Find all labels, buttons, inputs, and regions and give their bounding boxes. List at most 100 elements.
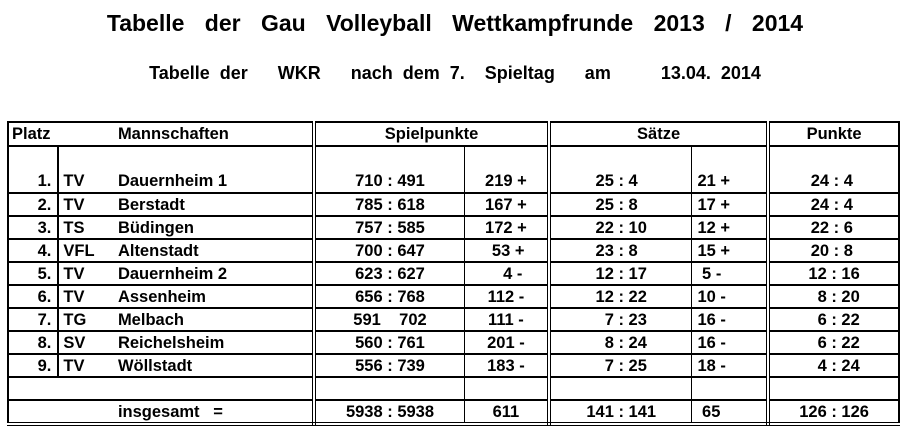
points-cell: 24 : 4 [768, 146, 899, 194]
club-type-cell: TS [58, 216, 115, 240]
points-cell: 24 : 4 [768, 193, 899, 217]
empty-cell [114, 377, 317, 401]
table-row: 9. TV Wöllstadt 556 : 739 183 - 7 : 25 18 - 4… [8, 354, 899, 378]
team-name-cell: Wöllstadt [114, 354, 317, 378]
sets-cell: 25 : 8 [548, 193, 692, 217]
game-points-cell: 560 : 761 [314, 331, 465, 355]
rank-cell: 9. [8, 354, 60, 378]
game-points-cell: 591 702 [314, 308, 465, 332]
rank-cell: 7. [8, 308, 60, 332]
empty-cell [548, 377, 692, 401]
club-type-cell: SV [58, 331, 115, 355]
table-row: 8. SV Reichelsheim 560 : 761 201 - 8 : 24 16 … [8, 331, 899, 355]
team-name-cell: Berstadt [114, 193, 317, 217]
sets-cell: 22 : 10 [548, 216, 692, 240]
points-cell: 6 : 22 [768, 308, 899, 332]
game-points-diff-cell: 183 - [463, 354, 551, 378]
sets-diff-cell: 5 - [691, 262, 771, 286]
total-label: insgesamt = [114, 400, 317, 426]
table-row: 1. TV Dauernheim 1 710 : 491 219 +25 : 4 21 … [8, 146, 899, 194]
total-blank [8, 400, 115, 426]
game-points-diff-cell: 201 - [463, 331, 551, 355]
points-cell: 22 : 6 [768, 216, 899, 240]
team-name-cell: Dauernheim 2 [114, 262, 317, 286]
table-row: 3. TS Büdingen 757 : 585 172 +22 : 10 12 +22 … [8, 216, 899, 240]
sets-cell: 25 : 4 [548, 146, 692, 194]
game-points-diff-cell: 112 - [463, 285, 551, 309]
points-cell: 8 : 20 [768, 285, 899, 309]
empty-cell [768, 377, 899, 401]
total-game-points-diff: 611 [463, 400, 551, 426]
game-points-cell: 656 : 768 [314, 285, 465, 309]
sets-diff-cell: 16 - [691, 331, 771, 355]
rank-cell: 1. [8, 146, 60, 194]
game-points-diff-cell: 219 + [463, 146, 551, 194]
sets-cell: 7 : 25 [548, 354, 692, 378]
header-punkte: Punkte [768, 122, 899, 147]
rank-cell: 3. [8, 216, 60, 240]
game-points-diff-cell: 167 + [463, 193, 551, 217]
sets-cell: 7 : 23 [548, 308, 692, 332]
header-platz: Platz [8, 122, 115, 147]
team-name-cell: Melbach [114, 308, 317, 332]
total-game-points: 5938 : 5938 [314, 400, 465, 426]
club-type-cell: TV [58, 354, 115, 378]
team-name-cell: Assenheim [114, 285, 317, 309]
club-type-cell: TG [58, 308, 115, 332]
empty-cell [691, 377, 771, 401]
club-type-cell: TV [58, 262, 115, 286]
team-name-cell: Dauernheim 1 [114, 146, 317, 194]
game-points-diff-cell: 111 - [463, 308, 551, 332]
sets-cell: 12 : 22 [548, 285, 692, 309]
page-subtitle: Tabelle der WKR nach dem 7. Spieltag am … [149, 63, 761, 83]
sets-diff-cell: 12 + [691, 216, 771, 240]
club-type-cell: TV [58, 146, 115, 194]
game-points-cell: 700 : 647 [314, 239, 465, 263]
sets-diff-cell: 16 - [691, 308, 771, 332]
sets-diff-cell: 18 - [691, 354, 771, 378]
points-cell: 6 : 22 [768, 331, 899, 355]
game-points-diff-cell: 172 + [463, 216, 551, 240]
empty-cell [314, 377, 465, 401]
empty-row [8, 377, 899, 401]
club-type-cell: TV [58, 285, 115, 309]
empty-cell [8, 377, 115, 401]
team-name-cell: Altenstadt [114, 239, 317, 263]
table-row: 4. VFL Altenstadt 700 : 647 53 +23 : 8 15 +… [8, 239, 899, 263]
sets-diff-cell: 10 - [691, 285, 771, 309]
game-points-cell: 785 : 618 [314, 193, 465, 217]
rank-cell: 8. [8, 331, 60, 355]
standings-table: Platz Mannschaften Spielpunkte Sätze Pun… [7, 121, 900, 426]
club-type-cell: TV [58, 193, 115, 217]
header-saetze: Sätze [548, 122, 771, 147]
team-name-cell: Büdingen [114, 216, 317, 240]
game-points-diff-cell: 53 + [463, 239, 551, 263]
rank-cell: 2. [8, 193, 60, 217]
points-cell: 4 : 24 [768, 354, 899, 378]
table-header-row: Platz Mannschaften Spielpunkte Sätze Pun… [8, 122, 899, 147]
rank-cell: 5. [8, 262, 60, 286]
header-mannschaften: Mannschaften [114, 122, 317, 147]
sets-cell: 12 : 17 [548, 262, 692, 286]
table-row: 7. TG Melbach 591 702 111 - 7 : 23 16 - 6 : 2… [8, 308, 899, 332]
game-points-cell: 556 : 739 [314, 354, 465, 378]
table-row: 2. TV Berstadt 785 : 618 167 +25 : 8 17 +24 … [8, 193, 899, 217]
game-points-cell: 710 : 491 [314, 146, 465, 194]
points-cell: 20 : 8 [768, 239, 899, 263]
team-name-cell: Reichelsheim [114, 331, 317, 355]
rank-cell: 6. [8, 285, 60, 309]
game-points-cell: 623 : 627 [314, 262, 465, 286]
game-points-diff-cell: 4 - [463, 262, 551, 286]
sets-diff-cell: 15 + [691, 239, 771, 263]
club-type-cell: VFL [58, 239, 115, 263]
sets-cell: 23 : 8 [548, 239, 692, 263]
page-title: Tabelle der Gau Volleyball Wettkampfrund… [106, 10, 804, 36]
sets-diff-cell: 21 + [691, 146, 771, 194]
rank-cell: 4. [8, 239, 60, 263]
total-row: insgesamt = 5938 : 5938 611 141 : 141 65 126… [8, 400, 899, 426]
empty-cell [463, 377, 551, 401]
game-points-cell: 757 : 585 [314, 216, 465, 240]
total-sets: 141 : 141 [548, 400, 692, 426]
table-row: 5. TV Dauernheim 2 623 : 627 4 -12 : 17 5 -… [8, 262, 899, 286]
total-points: 126 : 126 [768, 400, 899, 426]
